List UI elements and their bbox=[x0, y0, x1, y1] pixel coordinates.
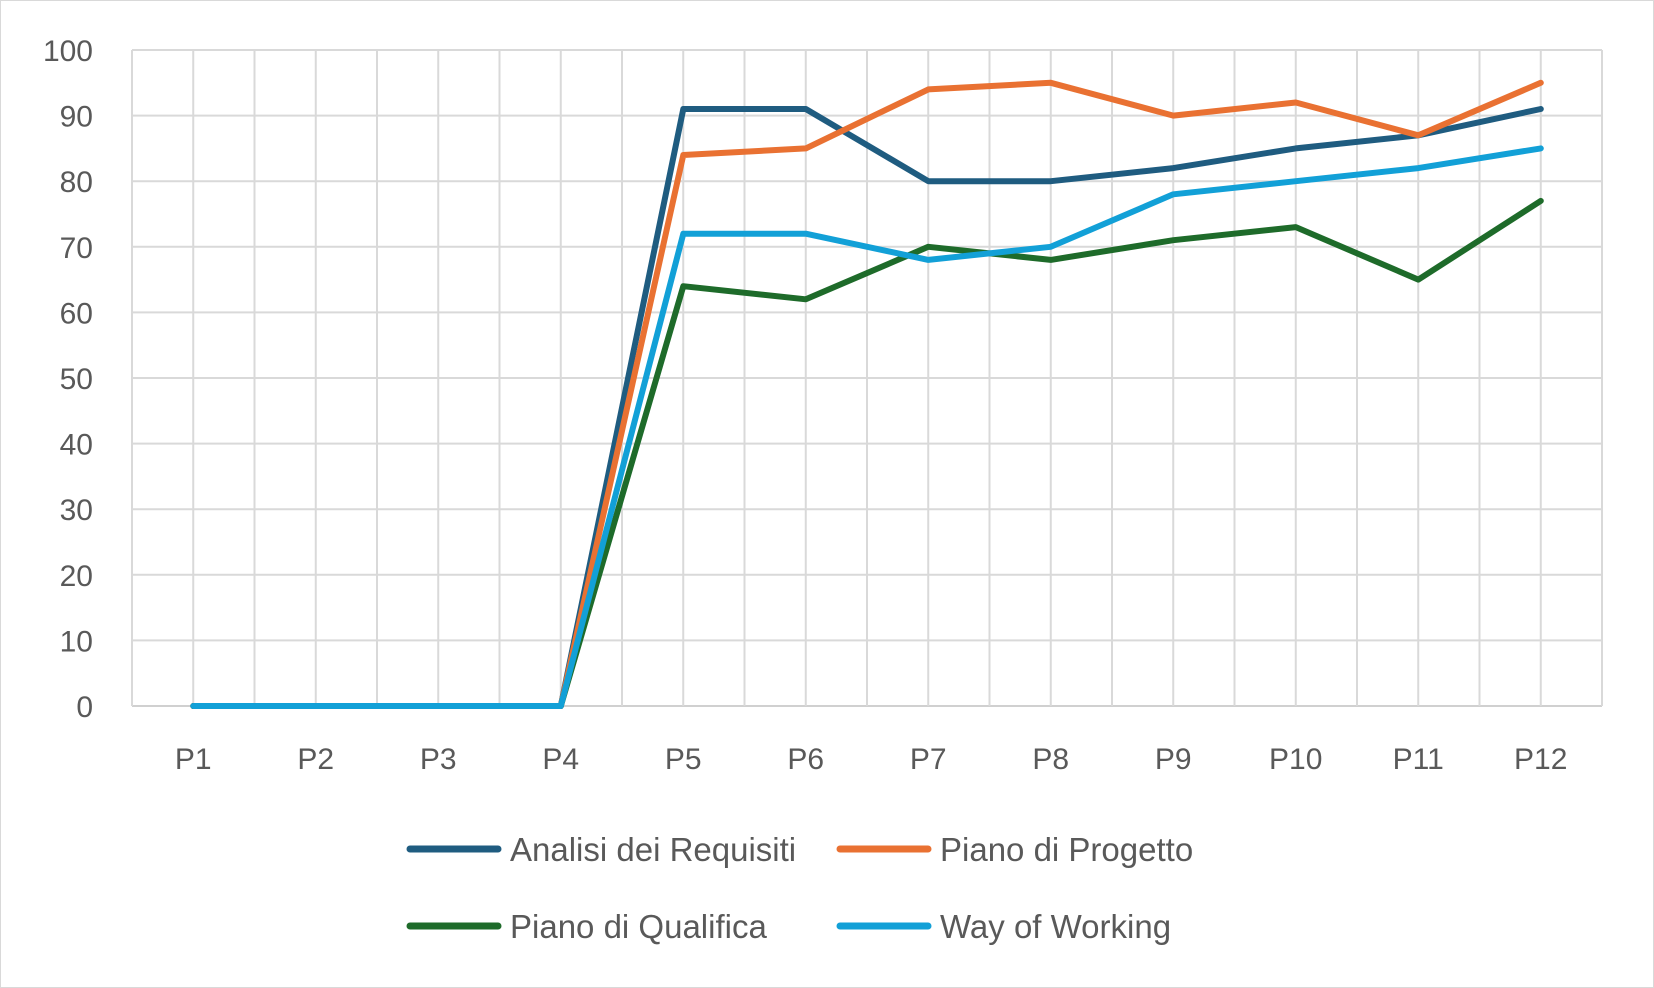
x-tick-label: P5 bbox=[665, 743, 702, 776]
x-tick-label: P9 bbox=[1155, 743, 1192, 776]
legend-label-3: Piano di Qualifica bbox=[510, 908, 767, 945]
y-tick-label: 40 bbox=[60, 429, 93, 462]
y-tick-label: 50 bbox=[60, 363, 93, 396]
legend-label-1: Analisi dei Requisiti bbox=[510, 831, 796, 868]
x-tick-label: P3 bbox=[420, 743, 457, 776]
y-tick-label: 30 bbox=[60, 494, 93, 527]
x-tick-label: P7 bbox=[910, 743, 947, 776]
y-tick-label: 80 bbox=[60, 166, 93, 199]
x-tick-label: P12 bbox=[1514, 743, 1567, 776]
x-axis-ticks: P1 P2 P3 P4 P5 P6 P7 P8 P9 P10 P11 P12 bbox=[175, 743, 1568, 776]
x-tick-label: P6 bbox=[787, 743, 824, 776]
x-tick-label: P1 bbox=[175, 743, 212, 776]
y-axis-ticks: 0 10 20 30 40 50 60 70 80 90 100 bbox=[43, 35, 93, 724]
y-tick-label: 100 bbox=[43, 35, 93, 68]
legend: Analisi dei Requisiti Piano di Progetto Pi… bbox=[406, 831, 1193, 945]
x-tick-label: P10 bbox=[1269, 743, 1322, 776]
legend-label-2: Piano di Progetto bbox=[940, 831, 1193, 868]
legend-label-4: Way of Working bbox=[940, 908, 1171, 945]
y-tick-label: 0 bbox=[76, 691, 93, 724]
series-lines bbox=[190, 79, 1544, 709]
x-tick-label: P2 bbox=[297, 743, 334, 776]
y-tick-label: 90 bbox=[60, 101, 93, 134]
series-line-4 bbox=[190, 145, 1544, 709]
y-tick-label: 20 bbox=[60, 560, 93, 593]
y-tick-label: 70 bbox=[60, 232, 93, 265]
y-tick-label: 60 bbox=[60, 297, 93, 330]
x-tick-label: P8 bbox=[1032, 743, 1069, 776]
x-tick-label: P11 bbox=[1393, 743, 1444, 776]
x-tick-label: P4 bbox=[542, 743, 579, 776]
y-tick-label: 10 bbox=[60, 625, 93, 658]
